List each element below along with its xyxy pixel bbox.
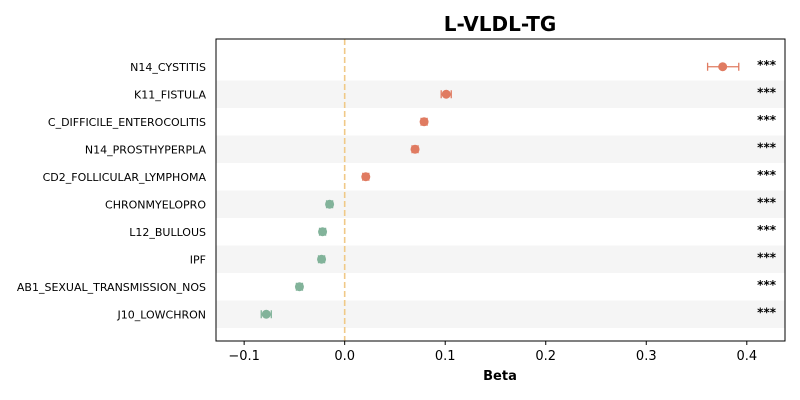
x-tick-label: −0.1 [228,349,260,364]
row-stripes [216,80,785,328]
significance-label: *** [757,250,777,264]
x-tick-label: 0.1 [435,349,456,364]
row-stripe [216,80,785,108]
x-tick-label: 0.4 [736,349,757,364]
beta-point [261,309,271,319]
category-label: C_DIFFICILE_ENTEROCOLITIS [48,116,206,129]
chart-title: L-VLDL-TG [444,12,557,36]
significance-label: *** [757,168,777,182]
category-label: N14_CYSTITIS [130,61,206,74]
x-tick-label: 0.3 [636,349,657,364]
significance-labels: *** *** *** *** *** *** *** *** *** *** [757,58,777,320]
significance-label: *** [757,223,777,237]
category-label: L12_BULLOUS [129,226,206,239]
beta-point [318,227,328,237]
significance-label: *** [757,195,777,209]
x-axis-ticks: −0.1 0.0 0.1 0.2 0.3 0.4 [228,341,757,364]
beta-point [325,199,335,209]
significance-label: *** [757,58,777,72]
category-label: CHRONMYELOPRO [105,198,206,211]
beta-point [317,254,327,264]
significance-label: *** [757,140,777,154]
category-label: J10_LOWCHRON [117,308,207,321]
significance-label: *** [757,85,777,99]
x-tick-label: 0.2 [535,349,556,364]
beta-point [419,117,429,127]
beta-point [410,144,420,154]
row-stripe [216,190,785,218]
x-axis-label: Beta [483,369,517,384]
data-marks [260,62,740,319]
category-label: AB1_SEXUAL_TRANSMISSION_NOS [17,281,206,294]
significance-label: *** [757,113,777,127]
x-tick-label: 0.0 [334,349,355,364]
beta-point [718,62,728,72]
row-stripe [216,245,785,273]
row-stripe [216,135,785,163]
significance-label: *** [757,278,777,292]
category-label: CD2_FOLLICULAR_LYMPHOMA [43,171,207,184]
row-stripe [216,300,785,328]
plot-frame [215,38,786,342]
beta-point [441,89,451,99]
beta-point [361,172,371,182]
category-label: K11_FISTULA [134,88,206,101]
significance-label: *** [757,305,777,319]
category-labels: N14_CYSTITIS K11_FISTULA C_DIFFICILE_ENTER… [17,61,207,322]
beta-point [294,282,304,292]
category-label: N14_PROSTHYPERPLA [85,143,207,156]
category-label: IPF [190,253,206,266]
